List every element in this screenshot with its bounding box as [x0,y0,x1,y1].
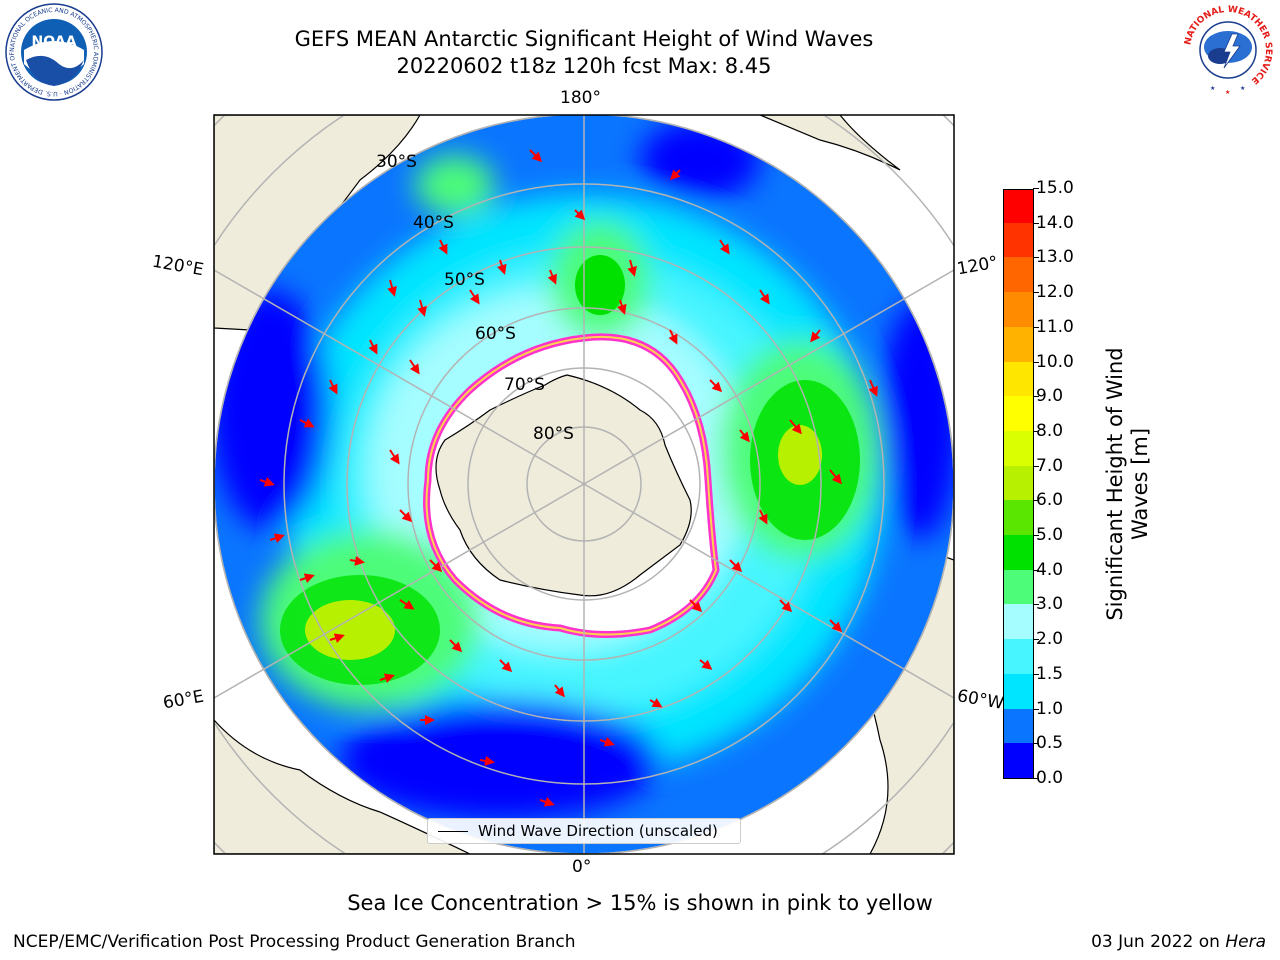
legend-line-swatch [438,831,468,832]
antarctica [435,374,692,597]
colorbar-segment [1004,430,1033,466]
colorbar-segment [1004,708,1033,744]
nws-logo: NATIONAL WEATHER SERVICE ★ ★ ★ [1181,3,1275,97]
colorbar-tick-label: 13.0 [1033,247,1074,268]
graticule [214,115,954,854]
colorbar-segment [1004,603,1033,640]
colorbar-segment [1004,465,1033,501]
wind-wave-arrows [259,149,878,807]
colorbar-label-line2: Waves [m] [1128,427,1152,541]
lat-label-70s: 70°S [504,375,545,395]
map-frame [213,114,955,855]
colorbar-tick-label: 14.0 [1033,212,1074,233]
run-date-text: 03 Jun 2022 on [1091,932,1226,952]
colorbar-label: Significant Height of Wind Waves [m] [1103,347,1153,620]
colorbar-segment [1004,499,1033,536]
colorbar-tick-label: 8.0 [1032,420,1064,441]
colorbar-segment [1004,742,1033,778]
colorbar-tick-label: 2.0 [1032,629,1064,650]
colorbar-segment [1004,673,1033,709]
noaa-logo-text: NOAA [32,34,77,50]
legend-label: Wind Wave Direction (unscaled) [478,822,718,840]
colorbar-segment [1004,361,1033,397]
chart-subtitle: 20220602 t18z 120h fcst Max: 8.45 [396,54,772,78]
map-legend: Wind Wave Direction (unscaled) [427,818,741,844]
colorbar-tick-label: 3.0 [1032,594,1064,615]
lat-label-80s: 80°S [533,424,574,444]
svg-text:★: ★ [1240,85,1245,92]
colorbar-tick-label: 1.0 [1032,698,1064,719]
colorbar-tick-label: 11.0 [1033,316,1074,337]
colorbar-tick-label: 6.0 [1032,490,1064,511]
colorbar-tick-label: 1.5 [1032,663,1064,684]
svg-text:★: ★ [1225,89,1230,96]
colorbar-segment [1004,638,1033,674]
colorbar-tick-label: 5.0 [1032,525,1064,546]
colorbar-tick-label: 9.0 [1032,386,1064,407]
lon-label-0: 0° [572,857,592,877]
lat-label-60s: 60°S [475,324,516,344]
run-date: 03 Jun 2022 on Hera [1091,932,1266,952]
colorbar-segment [1004,395,1033,431]
chart-title: GEFS MEAN Antarctic Significant Height o… [294,27,874,51]
lat-label-30s: 30°S [376,152,417,172]
colorbar-tick-label: 0.0 [1032,768,1064,788]
colorbar-segment [1004,534,1033,570]
lat-label-50s: 50°S [444,270,485,290]
colorbar-segment [1004,326,1033,362]
colorbar-tick-label: 4.0 [1032,559,1064,580]
sea-ice-note: Sea Ice Concentration > 15% is shown in … [347,891,933,915]
colorbar-tick-label: 12.0 [1033,282,1074,303]
branch-credit: NCEP/EMC/Verification Post Processing Pr… [13,932,576,952]
svg-text:★: ★ [1210,85,1215,92]
lat-label-40s: 40°S [413,213,454,233]
colorbar-label-line1: Significant Height of Wind [1102,347,1127,621]
colorbar [1003,189,1034,779]
noaa-logo: NATIONAL OCEANIC AND ATMOSPHERIC ADMINIS… [4,2,103,101]
colorbar-segment [1004,291,1033,327]
run-system: Hera [1225,932,1266,952]
colorbar-tick-label: 0.5 [1032,733,1064,754]
colorbar-segment [1004,256,1033,293]
colorbar-tick-label: 7.0 [1032,455,1064,476]
colorbar-tick-label: 10.0 [1033,351,1074,372]
colorbar-segment [1004,569,1033,605]
lon-label-180: 180° [560,88,601,108]
colorbar-segment [1004,222,1033,258]
colorbar-segment [1004,190,1033,223]
colorbar-tick-label: 15.0 [1033,178,1074,198]
